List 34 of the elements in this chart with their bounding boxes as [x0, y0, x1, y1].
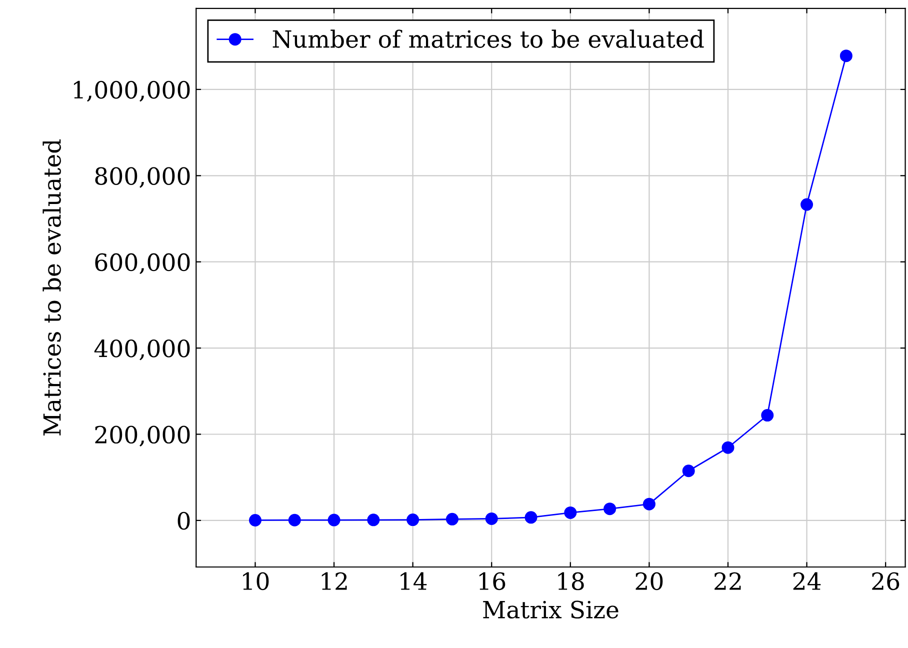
x-tick-label: 18 [558, 572, 584, 590]
point [524, 511, 538, 524]
y-tick-label: 400,000 [94, 340, 190, 360]
x-tick-label: 20 [636, 572, 663, 590]
y-tick-label: 200,000 [95, 426, 190, 446]
point [722, 441, 734, 454]
point [761, 409, 774, 422]
point [446, 512, 458, 526]
point [564, 506, 577, 519]
x-tick-label: 12 [322, 572, 347, 590]
point [642, 498, 656, 510]
y-tick-label: 1,000,000 [74, 80, 190, 102]
x-tick-label: 22 [714, 572, 741, 590]
y-tick-label: 600,000 [95, 253, 190, 274]
y-tick-label: 0 [178, 512, 190, 530]
legend-label: Number of matrices to be evaluated [272, 30, 704, 48]
point [682, 464, 695, 478]
point [604, 502, 616, 516]
x-axis-title: Matrix Size [483, 600, 618, 619]
point [485, 512, 498, 525]
x-tick-label: 10 [243, 572, 269, 590]
x-tick-label: 16 [479, 572, 506, 590]
point [406, 514, 420, 526]
point [288, 514, 301, 526]
x-tick-label: 26 [872, 572, 900, 590]
point [840, 50, 852, 62]
point [367, 514, 380, 526]
y-tick-label: 800,000 [95, 167, 190, 188]
point [800, 198, 814, 211]
x-tick-label: 14 [400, 572, 427, 590]
point [328, 514, 340, 526]
x-tick-label: 24 [793, 572, 821, 590]
y-axis-title: Matrices to be evaluated [42, 139, 61, 436]
point [248, 514, 262, 526]
